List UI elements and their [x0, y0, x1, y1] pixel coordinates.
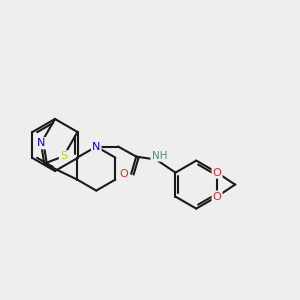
Text: O: O	[213, 192, 221, 202]
Text: NH: NH	[152, 151, 167, 160]
Text: O: O	[119, 169, 128, 178]
Text: O: O	[213, 168, 221, 178]
Text: S: S	[60, 151, 67, 161]
Text: N: N	[37, 138, 45, 148]
Text: N: N	[92, 142, 100, 152]
